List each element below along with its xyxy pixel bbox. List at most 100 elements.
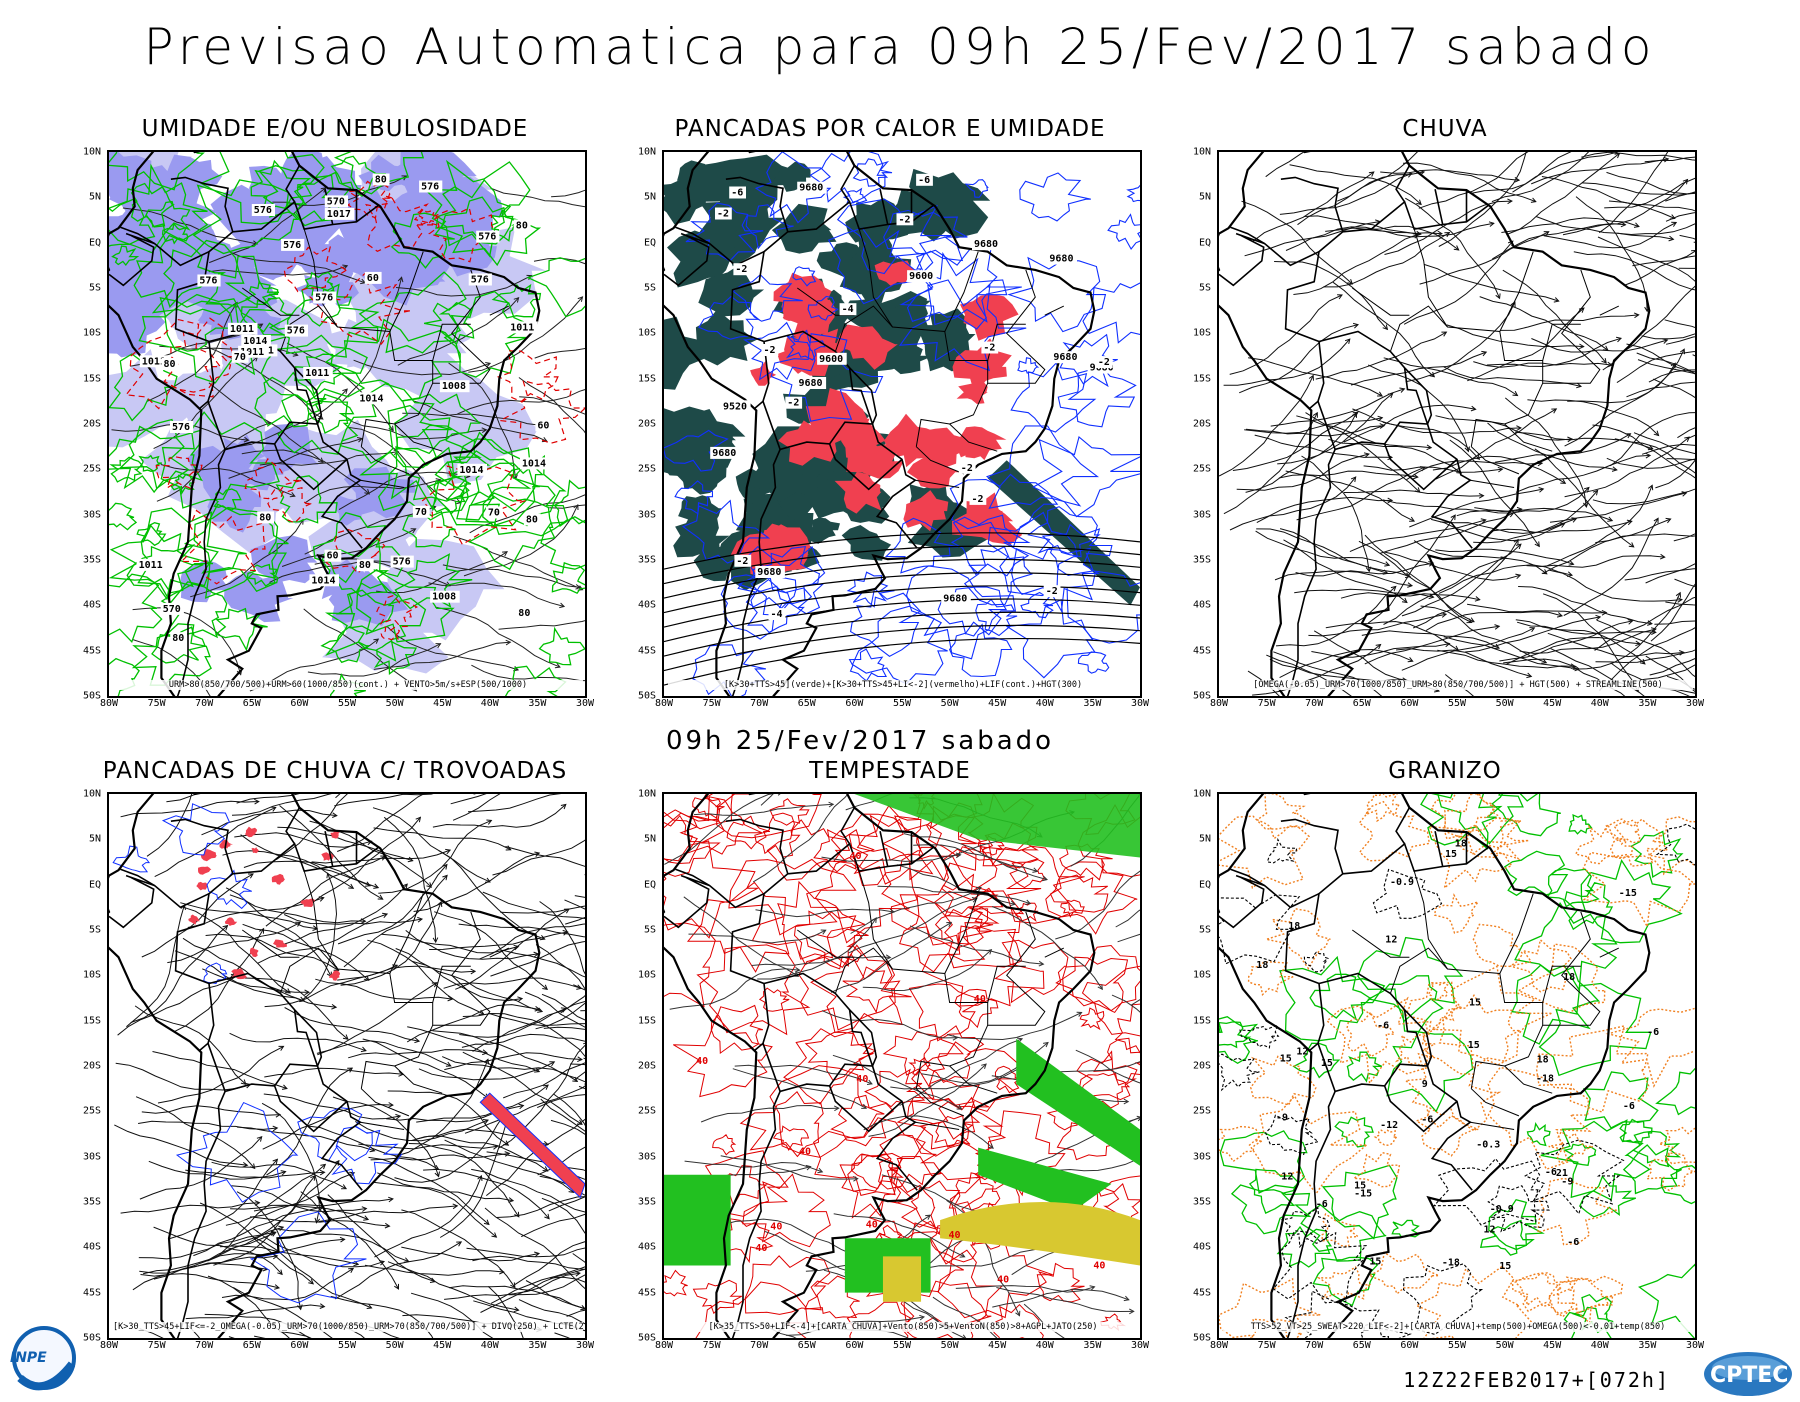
longitude-tick-label: 70W <box>1305 698 1324 709</box>
contour-label: 15 <box>1445 849 1457 860</box>
longitude-tick-label: 65W <box>797 698 816 709</box>
contour-label: 1017 <box>327 209 351 220</box>
contour-label: 9680 <box>799 378 823 389</box>
latitude-tick-label: 30S <box>637 1151 656 1163</box>
longitude-tick-label: 55W <box>892 1340 912 1351</box>
latitude-tick-label: 40S <box>1192 1241 1211 1253</box>
map-panel: GRANIZO 10N 5N EQ 5S 10S 15S 20S 25S 30S 35S 40S 45S… <box>1165 758 1725 1398</box>
latitude-tick-label: 45S <box>637 645 656 657</box>
longitude-tick-label: 75W <box>702 1340 721 1351</box>
map-panel: CHUVA 10N 5N EQ 5S 10S 15S 20S 25S 30S 35S 40S 45S 50… <box>1165 116 1725 756</box>
longitude-tick-label: 75W <box>147 1340 166 1351</box>
contour-label: 21 <box>1556 1168 1568 1179</box>
latitude-tick-label: 5N <box>88 833 101 845</box>
contour-label: 80 <box>516 220 528 231</box>
longitude-tick-label: 80W <box>99 698 119 709</box>
contour-label: 576 <box>254 205 272 216</box>
longitude-tick-label: 40W <box>1035 1340 1054 1351</box>
longitude-tick-label: 50W <box>1495 1340 1514 1351</box>
contour-label: 15 <box>1321 1058 1333 1069</box>
contour-label: 1008 <box>432 592 456 603</box>
contour-label: 18 <box>1256 960 1268 971</box>
latitude-tick-label: 50S <box>82 690 101 702</box>
contour-label: 1008 <box>442 381 466 392</box>
contour-label: 1011 <box>142 356 166 367</box>
latitude-tick-label: 20S <box>82 418 101 430</box>
map-area: 9680968096809680968096809680968096809600… <box>662 150 1142 698</box>
latitude-tick-label: 5N <box>643 833 656 845</box>
longitude-tick-label: 30W <box>1685 1340 1705 1351</box>
contour-label: 1014 <box>311 575 335 586</box>
contour-label: 15 <box>1354 1180 1366 1191</box>
contour-label: -4 <box>842 304 854 315</box>
latitude-tick-label: 20S <box>82 1060 101 1072</box>
inpe-logo: INPE <box>4 1320 86 1396</box>
latitude-tick-label: 50S <box>1192 690 1211 702</box>
latitude-tick-label: 5N <box>1198 191 1211 203</box>
contour-label: 9600 <box>819 354 843 365</box>
latitude-tick-label: 45S <box>1192 645 1211 657</box>
longitude-tick-label: 35W <box>1638 1340 1657 1351</box>
forecast-map: 9680968096809680968096809680968096809600… <box>664 152 1140 696</box>
contour-label: 576 <box>421 182 439 193</box>
longitude-tick-label: 55W <box>337 698 357 709</box>
latitude-tick-label: 30S <box>637 509 656 521</box>
latitude-tick-label: 20S <box>637 418 656 430</box>
longitude-tick-label: 45W <box>988 698 1007 709</box>
longitude-tick-label: 30W <box>1130 1340 1150 1351</box>
longitude-tick-label: 80W <box>1209 698 1229 709</box>
latitude-axis: 10N 5N EQ 5S 10S 15S 20S 25S 30S 35S 40S 45S 50S <box>610 147 660 702</box>
longitude-tick-label: 50W <box>940 1340 959 1351</box>
map-panel: PANCADAS POR CALOR E UMIDADE 10N 5N EQ 5S 10S… <box>610 116 1170 756</box>
contour-label: 12 <box>1281 1172 1293 1183</box>
contour-label: 9680 <box>757 567 781 578</box>
longitude-axis: 80W 75W 70W 65W 60W 55W 50W 45W 40W 35W 30W <box>100 1340 594 1354</box>
latitude-tick-label: 5N <box>88 191 101 203</box>
contour-label: 40 <box>1093 1261 1105 1272</box>
latitude-tick-label: 40S <box>637 1241 656 1253</box>
latitude-tick-label: 25S <box>82 1105 101 1117</box>
contour-label: 40 <box>850 851 862 862</box>
map-area: [K>30_TTS>45+LIF<=-2_OMEGA(-0.05)_URM>70… <box>107 792 587 1340</box>
map-area: 1014101110115765765765765761011101157610… <box>107 150 587 698</box>
longitude-axis: 80W 75W 70W 65W 60W 55W 50W 45W 40W 35W 30W <box>655 698 1149 712</box>
contour-label: 60 <box>537 420 549 431</box>
longitude-tick-label: 45W <box>1543 698 1562 709</box>
forecast-map: -15 -18 -0.9 -0.9 -6 -6 -6 -6 -6 -6 -9 -9 -12 -15 -18 1… <box>1219 794 1695 1338</box>
latitude-tick-label: 10S <box>1192 327 1211 339</box>
contour-label: 70 <box>234 352 246 363</box>
latitude-tick-label: 35S <box>1192 1196 1211 1208</box>
latitude-tick-label: 50S <box>637 1332 656 1344</box>
latitude-tick-label: 30S <box>82 509 101 521</box>
longitude-tick-label: 35W <box>528 698 547 709</box>
contour-label: 9680 <box>1049 254 1073 265</box>
longitude-tick-label: 55W <box>1447 1340 1467 1351</box>
contour-label: -2 <box>764 345 776 356</box>
latitude-tick-label: 10N <box>82 788 101 800</box>
valid-time-subtitle: 09h 25/Fev/2017 sabado <box>665 726 1055 756</box>
contour-label: 40 <box>949 1230 961 1241</box>
longitude-tick-label: 45W <box>1543 1340 1562 1351</box>
contour-label: 576 <box>478 232 496 243</box>
longitude-tick-label: 70W <box>195 698 214 709</box>
latitude-tick-label: 10N <box>82 146 101 158</box>
contour-label: 1014 <box>359 393 383 404</box>
latitude-tick-label: 40S <box>82 1241 101 1253</box>
contour-label: 15 <box>1280 1054 1292 1065</box>
latitude-tick-label: 25S <box>637 463 656 475</box>
latitude-tick-label: 10N <box>637 788 656 800</box>
contour-label: 576 <box>283 240 301 251</box>
longitude-tick-label: 35W <box>1083 1340 1102 1351</box>
contour-label: -15 <box>1354 1188 1372 1199</box>
contour-label: 12 <box>1296 1046 1308 1057</box>
contour-label: 9680 <box>974 239 998 250</box>
contour-label: -4 <box>771 609 783 620</box>
contour-label: 1011 <box>305 368 329 379</box>
longitude-tick-label: 55W <box>1447 698 1467 709</box>
latitude-tick-label: 50S <box>1192 1332 1211 1344</box>
latitude-tick-label: 10S <box>637 327 656 339</box>
latitude-tick-label: 15S <box>1192 373 1211 385</box>
contour-label: 1011 <box>240 347 264 358</box>
latitude-tick-label: EQ <box>88 237 101 249</box>
latitude-tick-label: 20S <box>637 1060 656 1072</box>
